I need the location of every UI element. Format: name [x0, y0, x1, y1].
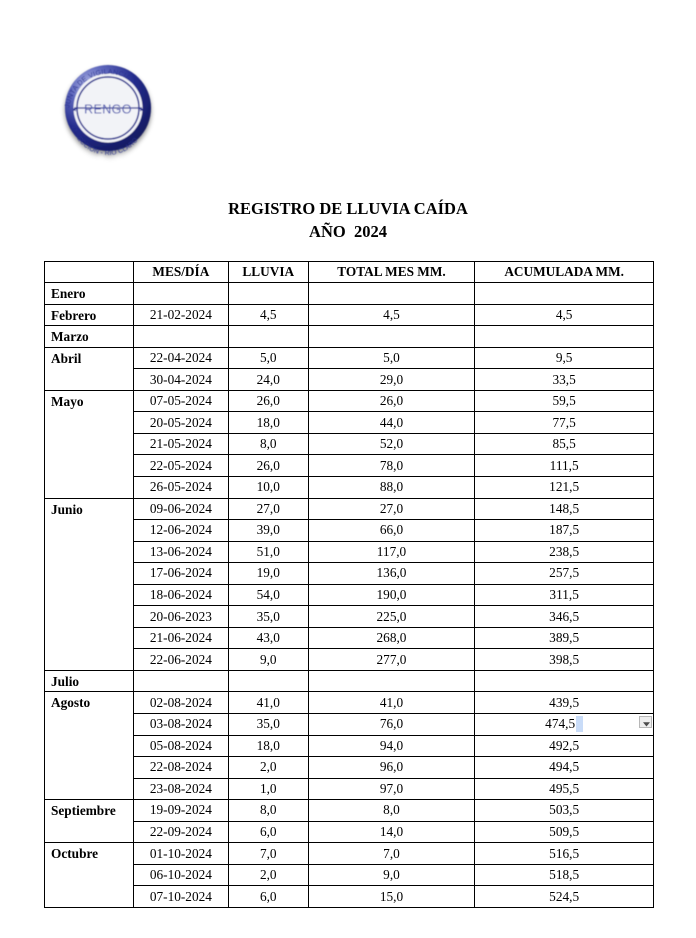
svg-text:★: ★ — [139, 106, 145, 114]
svg-text:RENGO: RENGO — [84, 103, 132, 117]
svg-text:★: ★ — [72, 106, 78, 114]
